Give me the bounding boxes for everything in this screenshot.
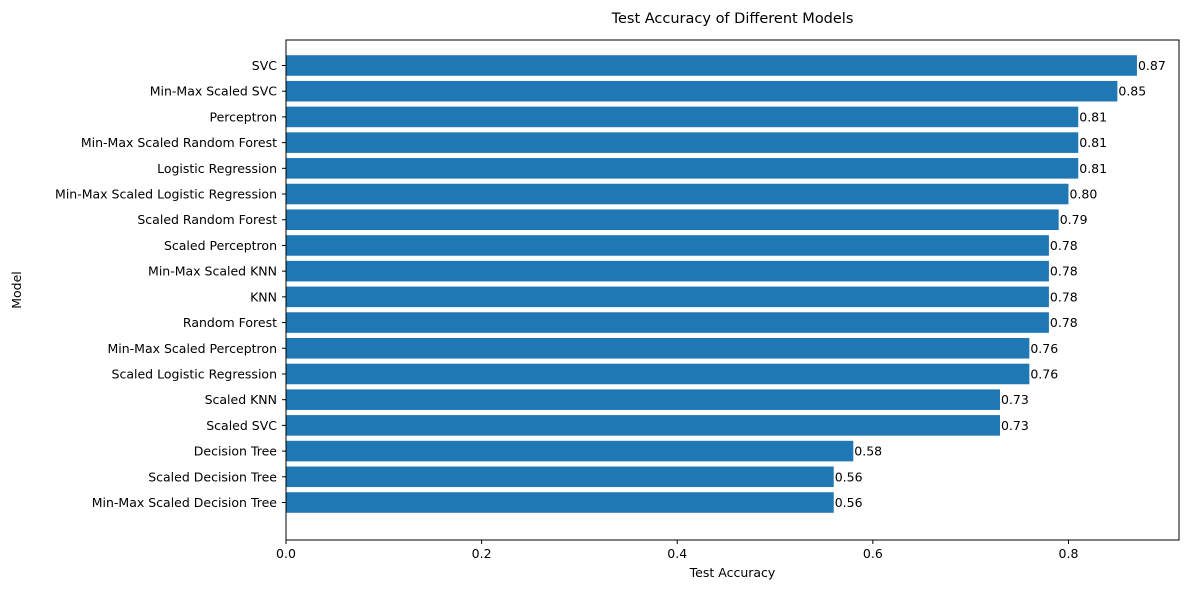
bar xyxy=(286,260,1049,282)
y-tick-label: Scaled Logistic Regression xyxy=(112,366,277,381)
bar xyxy=(286,337,1030,359)
bar-value-label: 0.81 xyxy=(1079,135,1107,150)
y-tick-label: Min-Max Scaled SVC xyxy=(150,84,278,99)
y-tick-label: Min-Max Scaled KNN xyxy=(148,264,277,279)
plot-frame xyxy=(285,39,1180,541)
y-tick-label: KNN xyxy=(250,289,277,304)
bar xyxy=(286,363,1030,385)
y-tick-label: Min-Max Scaled Logistic Regression xyxy=(55,187,277,202)
bar-value-label: 0.78 xyxy=(1050,315,1078,330)
x-axis-label: Test Accuracy xyxy=(689,565,776,580)
x-tick-label: 0.4 xyxy=(667,546,687,561)
y-tick-label: Scaled Random Forest xyxy=(137,212,277,227)
y-tick-label: Scaled Perceptron xyxy=(164,238,277,253)
bar xyxy=(286,106,1079,128)
bar xyxy=(286,132,1079,153)
bar-value-label: 0.73 xyxy=(1001,392,1029,407)
y-axis-label: Model xyxy=(9,271,24,309)
bar xyxy=(286,415,1001,436)
chart-title: Test Accuracy of Different Models xyxy=(611,11,854,27)
y-tick-label: Scaled KNN xyxy=(205,392,277,407)
bar-value-label: 0.81 xyxy=(1079,161,1107,176)
bar-value-label: 0.79 xyxy=(1060,212,1088,227)
bar-value-label: 0.78 xyxy=(1050,264,1078,279)
bar-value-label: 0.78 xyxy=(1050,289,1078,304)
bar-value-label: 0.87 xyxy=(1138,58,1166,73)
bar xyxy=(286,440,854,462)
axes-group: SVC Min-Max Scaled SVC Perceptron Min-Max S… xyxy=(55,39,1180,561)
y-tick-label: Scaled SVC xyxy=(206,418,277,433)
x-tick-label: 0.2 xyxy=(472,546,492,561)
bar xyxy=(286,183,1069,205)
y-tick-label: Perceptron xyxy=(210,109,277,124)
bar-value-label: 0.73 xyxy=(1001,418,1029,433)
bar xyxy=(286,209,1059,231)
y-tick-label: Min-Max Scaled Decision Tree xyxy=(92,495,278,510)
bar xyxy=(286,80,1118,102)
bar-value-label: 0.81 xyxy=(1079,109,1107,124)
y-tick-label: Min-Max Scaled Perceptron xyxy=(107,341,277,356)
bar xyxy=(286,235,1049,256)
bar-value-label: 0.80 xyxy=(1069,187,1097,202)
bar xyxy=(286,286,1049,308)
bar xyxy=(286,466,834,488)
bar-value-label: 0.78 xyxy=(1050,238,1078,253)
bar xyxy=(286,312,1049,333)
bar xyxy=(286,158,1079,179)
labels-group: 0.87 0.85 0.81 0.81 0.81 0.80 0.79 0.78 0.78 0.78… xyxy=(835,58,1166,510)
bar xyxy=(286,55,1137,76)
bar-value-label: 0.58 xyxy=(854,444,882,459)
bar xyxy=(286,492,834,513)
y-tick-label: Random Forest xyxy=(183,315,277,330)
bar xyxy=(286,389,1001,410)
x-tick-label: 0.6 xyxy=(863,546,883,561)
bar-value-label: 0.85 xyxy=(1118,84,1146,99)
bar-value-label: 0.56 xyxy=(835,495,863,510)
y-tick-label: Decision Tree xyxy=(194,444,278,459)
bar-value-label: 0.56 xyxy=(835,469,863,484)
bar-value-label: 0.76 xyxy=(1030,366,1058,381)
x-tick-label: 0.0 xyxy=(276,546,296,561)
bar-value-label: 0.76 xyxy=(1030,341,1058,356)
y-tick-label: Min-Max Scaled Random Forest xyxy=(81,135,277,150)
bars-group xyxy=(286,55,1137,513)
y-tick-label: Scaled Decision Tree xyxy=(148,469,277,484)
x-tick-label: 0.8 xyxy=(1059,546,1079,561)
y-tick-label: Logistic Regression xyxy=(157,161,277,176)
y-tick-label: SVC xyxy=(252,58,277,73)
